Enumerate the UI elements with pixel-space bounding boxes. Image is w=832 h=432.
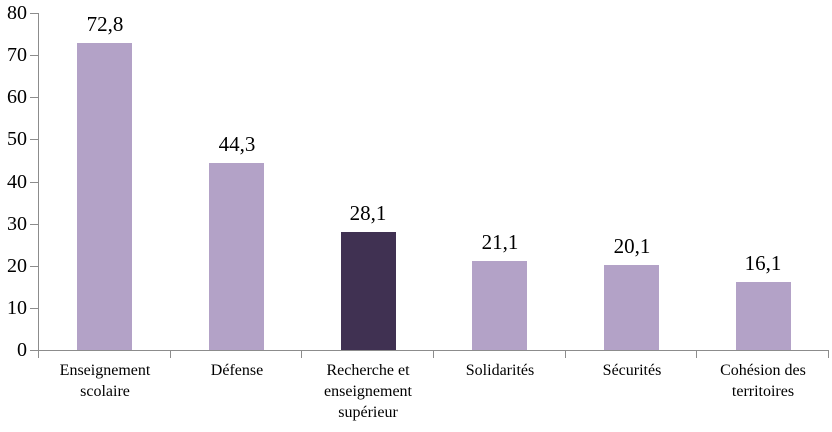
- x-tick: [170, 351, 171, 358]
- x-tick: [828, 351, 829, 358]
- x-category-label: Solidarités: [465, 362, 535, 379]
- x-category-label: Enseignement scolaire: [59, 362, 151, 400]
- bar: [209, 163, 264, 350]
- x-category-label: Cohésion des territoires: [720, 362, 806, 400]
- y-tick: [30, 97, 39, 98]
- bar: [736, 282, 791, 350]
- x-tick: [301, 351, 302, 358]
- y-tick: [30, 350, 39, 351]
- bar-value-label: 16,1: [744, 251, 782, 275]
- y-tick-label: 80: [7, 2, 27, 24]
- y-tick: [30, 55, 39, 56]
- x-axis-line: [38, 350, 829, 351]
- y-tick-label: 40: [7, 171, 27, 193]
- y-tick-label: 30: [7, 213, 27, 235]
- bar: [472, 261, 527, 350]
- y-tick: [30, 182, 39, 183]
- x-category-label: Sécurités: [602, 362, 662, 379]
- y-tick-label: 60: [7, 86, 27, 108]
- x-tick: [38, 351, 39, 358]
- bar-value-label: 72,8: [86, 12, 124, 36]
- bar: [604, 265, 659, 350]
- y-tick: [30, 13, 39, 14]
- y-tick: [30, 139, 39, 140]
- y-axis-line: [38, 13, 39, 350]
- x-category-label: Défense: [210, 362, 264, 379]
- y-tick-label: 70: [7, 44, 27, 66]
- y-tick-label: 10: [7, 297, 27, 319]
- bar-value-label: 21,1: [481, 230, 519, 254]
- bar-value-label: 28,1: [349, 201, 387, 225]
- y-tick-label: 0: [17, 339, 27, 361]
- y-tick-label: 50: [7, 128, 27, 150]
- x-category-label: Recherche et enseignement supérieur: [324, 362, 412, 421]
- bar: [341, 232, 396, 350]
- y-tick: [30, 266, 39, 267]
- y-tick-label: 20: [7, 255, 27, 277]
- y-tick: [30, 308, 39, 309]
- bar-value-label: 44,3: [218, 132, 256, 156]
- x-tick: [565, 351, 566, 358]
- x-tick: [433, 351, 434, 358]
- bar: [77, 43, 132, 350]
- x-tick: [696, 351, 697, 358]
- y-tick: [30, 224, 39, 225]
- bar-value-label: 20,1: [613, 234, 651, 258]
